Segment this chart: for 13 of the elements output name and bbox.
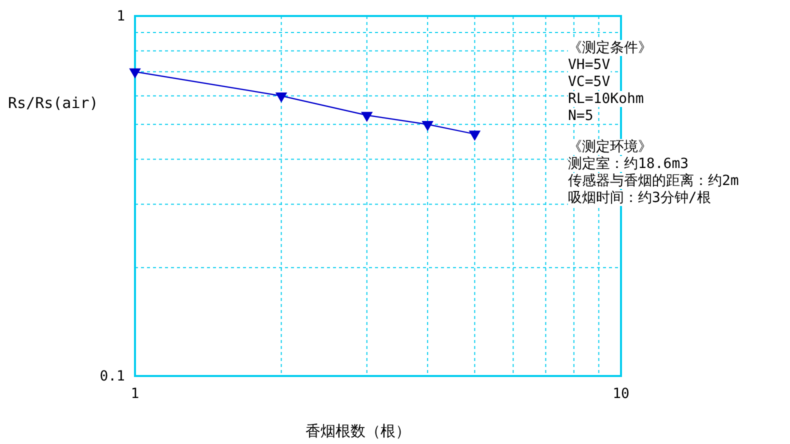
- annotation: 传感器与香烟的距离：约2m: [568, 173, 739, 189]
- annotation: 测定室：约18.6m3: [568, 156, 689, 172]
- x-axis-title: 香烟根数（根）: [306, 422, 410, 440]
- annotation: 《测定环境》: [568, 139, 652, 155]
- annotation: VC=5V: [568, 74, 611, 90]
- annotation: RL=10Kohm: [568, 91, 644, 107]
- x-tick-label: 10: [612, 386, 630, 402]
- annotation: 吸烟时间：约3分钟/根: [568, 190, 711, 206]
- y-axis-title: Rs/Rs(air): [8, 94, 98, 112]
- annotation: N=5: [568, 108, 594, 124]
- y-tick-label: 0.1: [100, 368, 125, 384]
- annotation: 《测定条件》: [568, 40, 652, 56]
- annotation: VH=5V: [568, 57, 611, 73]
